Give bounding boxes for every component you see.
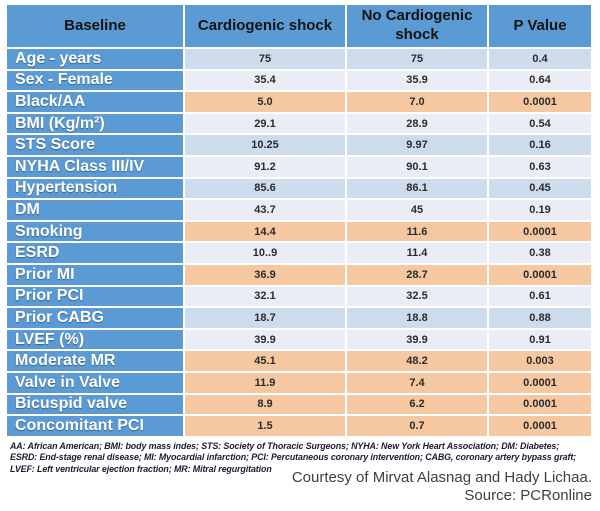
cell-p-value: 0.4 — [489, 49, 591, 69]
cell-cardiogenic-shock: 14.4 — [185, 221, 345, 242]
cell-cardiogenic-shock: 75 — [185, 49, 345, 69]
cell-p-value: 0.38 — [489, 243, 591, 263]
cell-cardiogenic-shock: 1.5 — [185, 416, 345, 436]
column-header-cardiogenic-shock: Cardiogenic shock — [185, 5, 345, 47]
row-label: Sex - Female — [7, 70, 183, 91]
row-label: Bicuspid valve — [7, 394, 183, 415]
cell-cardiogenic-shock: 35.4 — [185, 70, 345, 91]
cell-cardiogenic-shock: 18.7 — [185, 308, 345, 328]
row-label: LVEF (%) — [7, 329, 183, 350]
row-label: Age - years — [7, 49, 183, 69]
abbreviations-footnote: AA: African American; BMI: body mass ind… — [10, 441, 598, 475]
cell-p-value: 0.0001 — [489, 372, 591, 393]
row-label: NYHA Class III/IV — [7, 156, 183, 177]
cell-no-cardiogenic-shock: 28.7 — [347, 264, 487, 285]
row-label: STS Score — [7, 135, 183, 155]
cell-p-value: 0.0001 — [489, 416, 591, 436]
cell-p-value: 0.003 — [489, 351, 591, 371]
cell-no-cardiogenic-shock: 48.2 — [347, 351, 487, 371]
row-label: BMI (Kg/m²) — [7, 113, 183, 134]
row-label: Moderate MR — [7, 351, 183, 371]
row-label: Concomitant PCI — [7, 416, 183, 436]
cell-p-value: 0.54 — [489, 113, 591, 134]
cell-no-cardiogenic-shock: 75 — [347, 49, 487, 69]
cell-cardiogenic-shock: 5.0 — [185, 92, 345, 112]
row-label: ESRD — [7, 243, 183, 263]
cell-no-cardiogenic-shock: 32.5 — [347, 286, 487, 307]
cell-cardiogenic-shock: 10..9 — [185, 243, 345, 263]
row-label: Hypertension — [7, 178, 183, 199]
baseline-table: Baseline Cardiogenic shock No Cardiogeni… — [7, 5, 591, 436]
cell-p-value: 0.0001 — [489, 221, 591, 242]
cell-p-value: 0.63 — [489, 156, 591, 177]
cell-cardiogenic-shock: 39.9 — [185, 329, 345, 350]
cell-no-cardiogenic-shock: 28.9 — [347, 113, 487, 134]
cell-no-cardiogenic-shock: 6.2 — [347, 394, 487, 415]
cell-cardiogenic-shock: 85.6 — [185, 178, 345, 199]
cell-cardiogenic-shock: 36.9 — [185, 264, 345, 285]
cell-no-cardiogenic-shock: 39.9 — [347, 329, 487, 350]
cell-cardiogenic-shock: 45.1 — [185, 351, 345, 371]
cell-cardiogenic-shock: 43.7 — [185, 200, 345, 220]
cell-p-value: 0.0001 — [489, 92, 591, 112]
cell-no-cardiogenic-shock: 18.8 — [347, 308, 487, 328]
cell-no-cardiogenic-shock: 7.0 — [347, 92, 487, 112]
column-header-no-cardiogenic-shock: No Cardiogenic shock — [347, 5, 487, 47]
cell-p-value: 0.16 — [489, 135, 591, 155]
footnote-line: LVEF: Left ventricular ejection fraction… — [10, 463, 272, 474]
credit-block: Courtesy of Mirvat Alasnag and Hady Lich… — [292, 469, 592, 504]
cell-p-value: 0.45 — [489, 178, 591, 199]
cell-no-cardiogenic-shock: 45 — [347, 200, 487, 220]
cell-p-value: 0.91 — [489, 329, 591, 350]
row-label: Prior CABG — [7, 308, 183, 328]
cell-no-cardiogenic-shock: 7.4 — [347, 372, 487, 393]
cell-p-value: 0.0001 — [489, 264, 591, 285]
cell-cardiogenic-shock: 11.9 — [185, 372, 345, 393]
cell-no-cardiogenic-shock: 35.9 — [347, 70, 487, 91]
column-header-p-value: P Value — [489, 5, 591, 47]
row-label: Prior PCI — [7, 286, 183, 307]
cell-p-value: 0.61 — [489, 286, 591, 307]
footnote-line: ESRD: End-stage renal disease; MI: Myoca… — [10, 452, 577, 463]
cell-no-cardiogenic-shock: 11.6 — [347, 221, 487, 242]
row-label: DM — [7, 200, 183, 220]
cell-cardiogenic-shock: 32.1 — [185, 286, 345, 307]
cell-p-value: 0.64 — [489, 70, 591, 91]
cell-cardiogenic-shock: 29.1 — [185, 113, 345, 134]
cell-no-cardiogenic-shock: 11.4 — [347, 243, 487, 263]
cell-p-value: 0.0001 — [489, 394, 591, 415]
credit-courtesy: Courtesy of Mirvat Alasnag and Hady Lich… — [291, 469, 592, 486]
cell-cardiogenic-shock: 10.25 — [185, 135, 345, 155]
row-label: Black/AA — [7, 92, 183, 112]
cell-no-cardiogenic-shock: 9.97 — [347, 135, 487, 155]
credit-source: Source: PCRonline — [464, 486, 592, 504]
row-label: Prior MI — [7, 264, 183, 285]
row-label: Smoking — [7, 221, 183, 242]
cell-no-cardiogenic-shock: 90.1 — [347, 156, 487, 177]
cell-no-cardiogenic-shock: 0.7 — [347, 416, 487, 436]
cell-no-cardiogenic-shock: 86.1 — [347, 178, 487, 199]
footnote-line: AA: African American; BMI: body mass ind… — [10, 441, 560, 451]
cell-cardiogenic-shock: 91.2 — [185, 156, 345, 177]
cell-cardiogenic-shock: 8.9 — [185, 394, 345, 415]
cell-p-value: 0.88 — [489, 308, 591, 328]
cell-p-value: 0.19 — [489, 200, 591, 220]
column-header-baseline: Baseline — [7, 5, 183, 47]
row-label: Valve in Valve — [7, 372, 183, 393]
